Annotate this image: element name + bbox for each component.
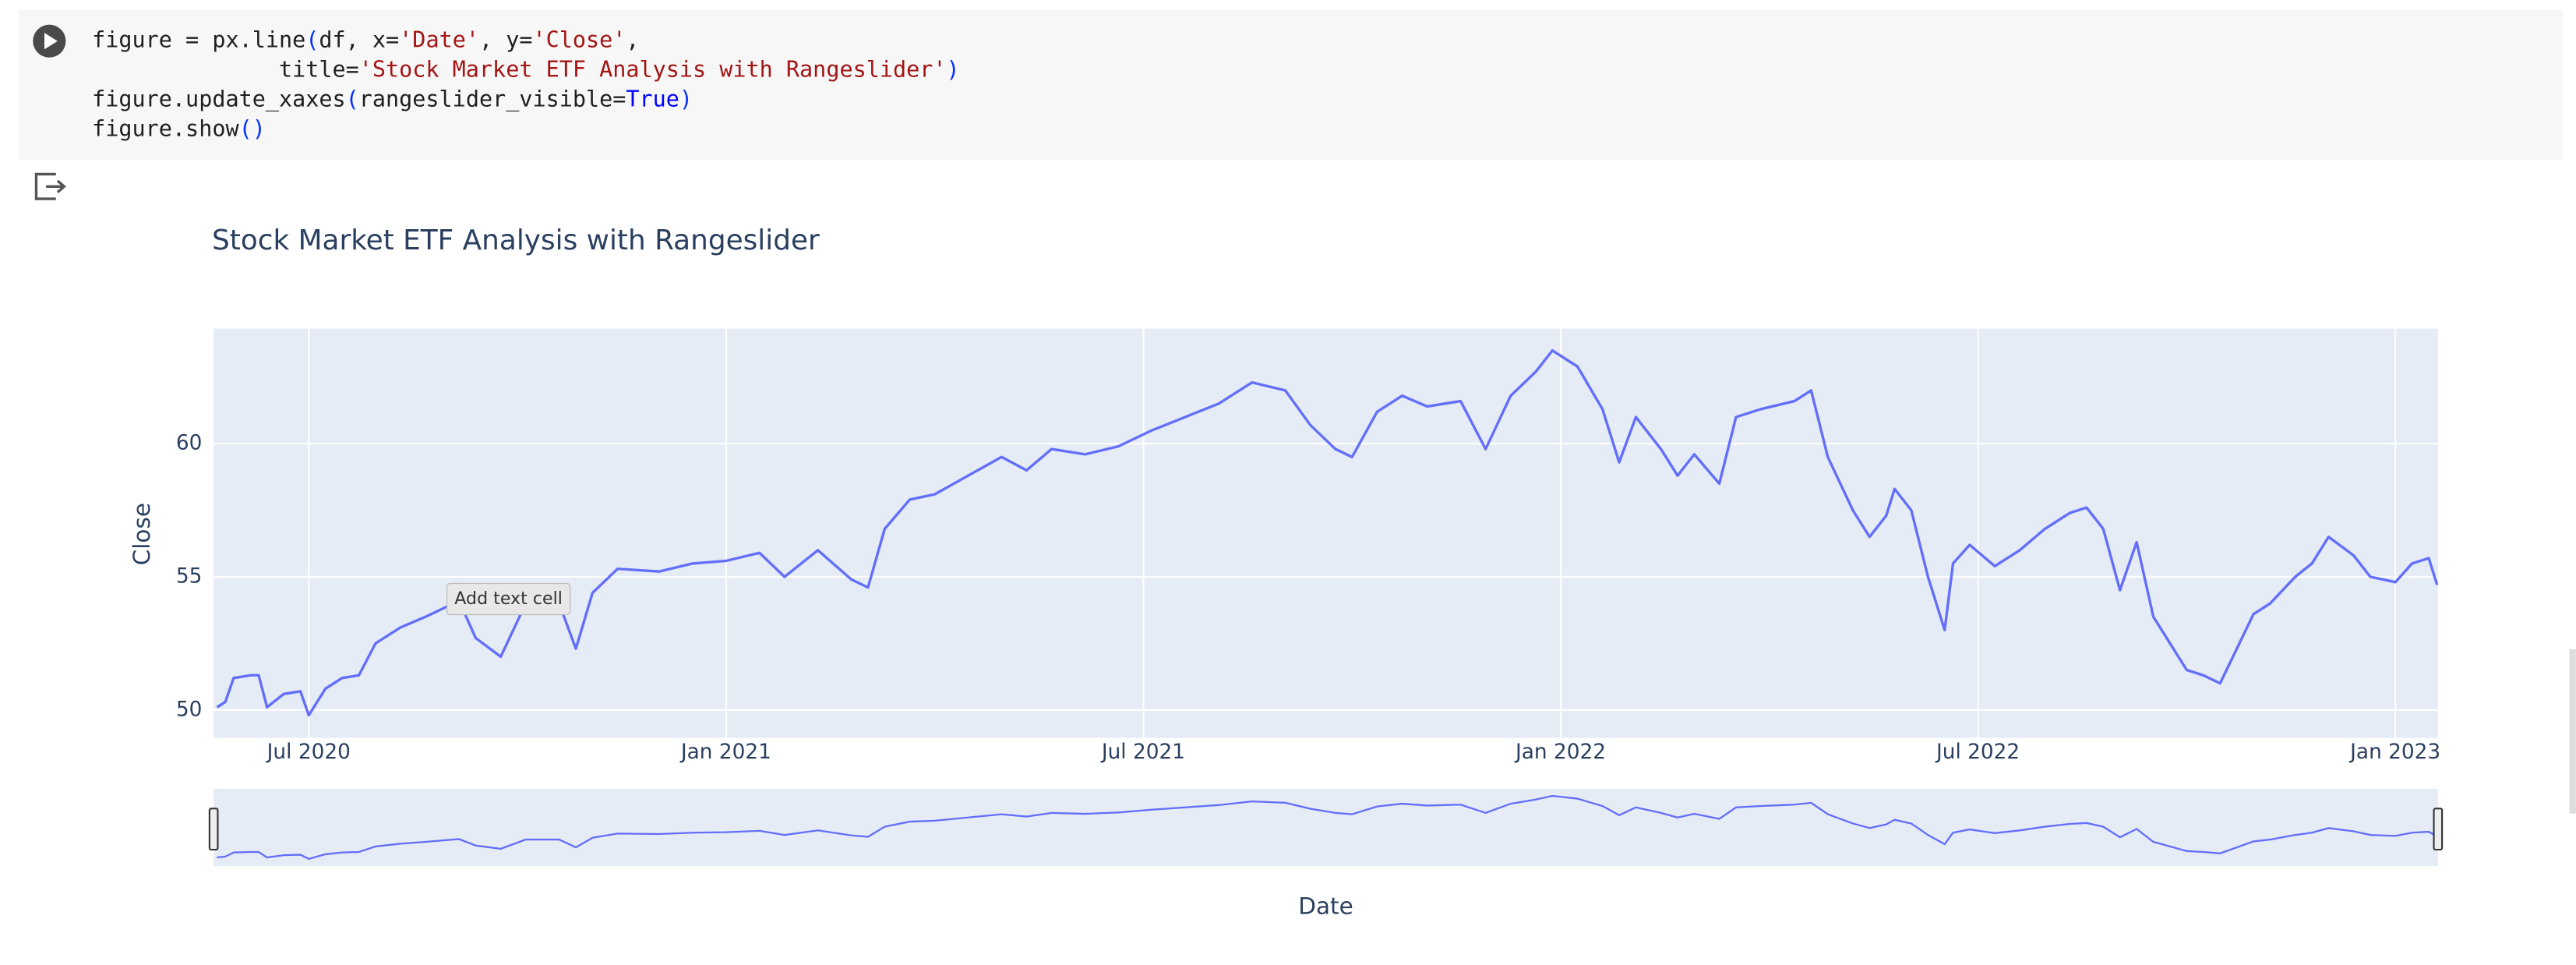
code-line: figure.show() [92,116,266,142]
code-line: title='Stock Market ETF Analysis with Ra… [92,57,959,83]
x-tick-label: Jan 2021 [679,741,771,764]
code-line: figure = px.line(df, x='Date', y='Close'… [92,27,639,53]
plot [216,348,2439,717]
tooltip-text: Add text cell [454,589,563,609]
run-button[interactable] [33,24,66,58]
grid: 50 55 60 Jul 2020 Jan 2021 Jul 2021 Jan 2022 Ju… [176,328,2440,764]
rangeslider-handle[interactable] [208,808,219,851]
code-cell [18,9,2564,160]
code: figure = px.line(df, x='Date', y='Close'… [92,27,959,142]
plot-area [213,328,2438,738]
tooltip: Add text cell [446,582,571,616]
y-tick-label: 55 [176,564,203,588]
scrollbar[interactable] [2569,649,2576,814]
y-tick-label: 50 [176,698,203,721]
rangeslider-handle[interactable] [2433,808,2444,851]
code-line: figure.update_xaxes(rangeslider_visible=… [92,87,693,113]
output-icon[interactable] [34,172,66,200]
y-axis-title: Close [129,503,155,565]
x-tick-label: Jul 2022 [1935,741,2020,764]
x-tick-label: Jul 2021 [1100,741,1185,764]
rangeslider-line [217,794,2438,861]
chart-title: Stock Market ETF Analysis with Rangeslid… [212,224,820,256]
rangeslider[interactable] [208,788,2444,867]
x-tick-label: Jan 2022 [1514,741,1606,764]
x-tick-label: Jul 2020 [266,741,351,764]
x-tick-label: Jan 2023 [2348,741,2440,764]
line [216,348,2439,717]
rangeslider-bg [213,788,2438,867]
y-tick-label: 60 [176,432,203,455]
x-axis-title: Date [1298,893,1353,919]
